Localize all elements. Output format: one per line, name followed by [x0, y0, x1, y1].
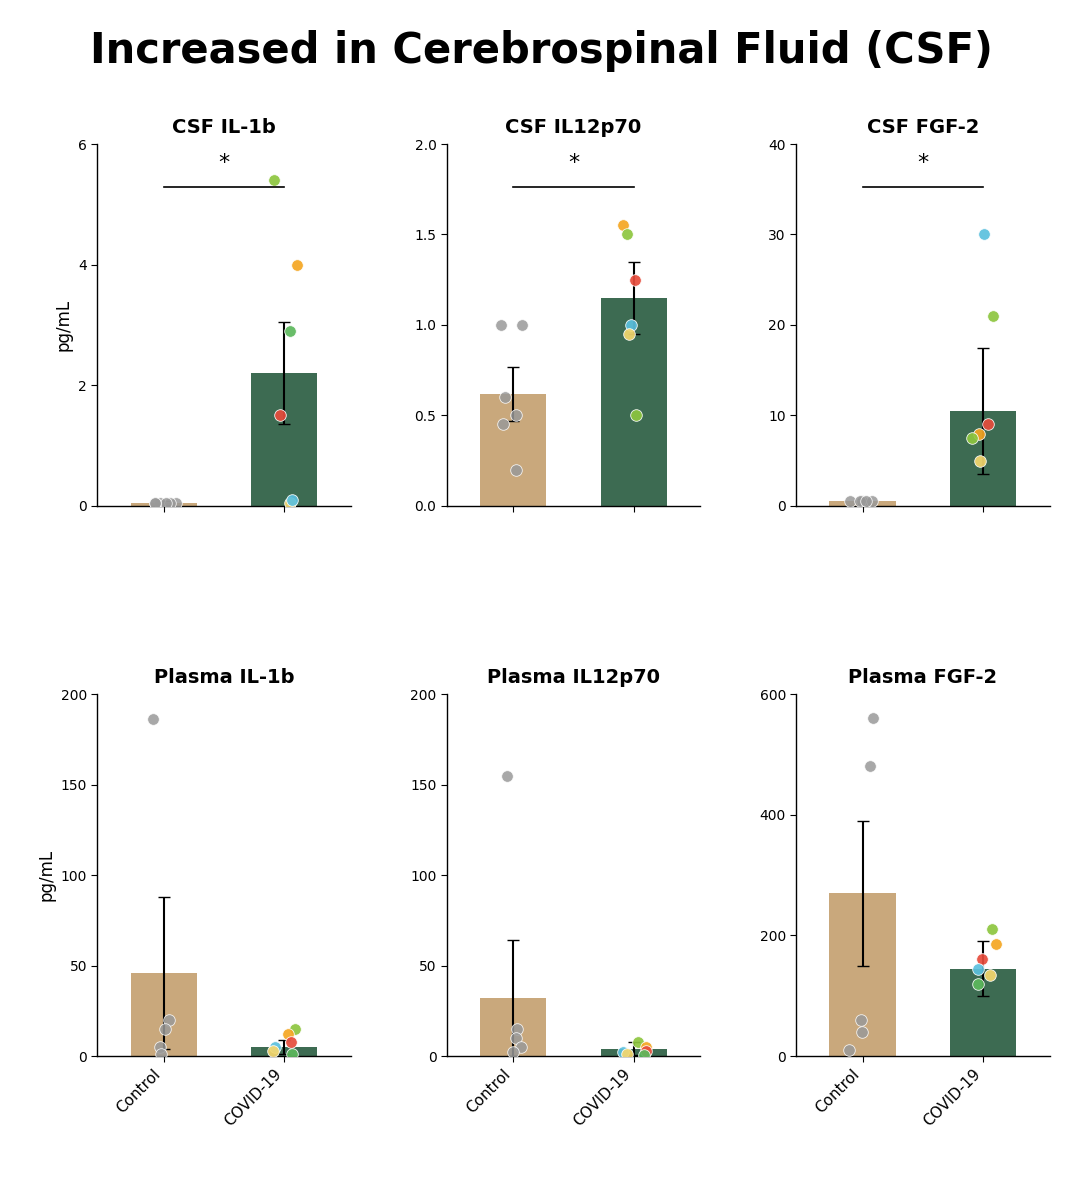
Point — [635, 1045, 652, 1064]
Point — [976, 224, 993, 244]
Text: Increased in Cerebrospinal Fluid (CSF): Increased in Cerebrospinal Fluid (CSF) — [90, 30, 992, 72]
Point — [279, 1025, 296, 1044]
Point — [620, 324, 637, 343]
Point — [963, 428, 980, 448]
Title: Plasma IL12p70: Plasma IL12p70 — [487, 668, 660, 686]
Y-axis label: pg/mL: pg/mL — [54, 299, 72, 352]
Bar — [480, 998, 546, 1056]
Point — [852, 492, 869, 511]
Point — [626, 270, 644, 289]
Point — [281, 493, 299, 512]
Point — [863, 492, 881, 511]
Point — [626, 406, 644, 425]
Point — [985, 306, 1002, 325]
Point — [145, 710, 162, 730]
Point — [981, 965, 999, 984]
Point — [282, 1032, 300, 1051]
Point — [615, 216, 632, 235]
Point — [637, 1040, 655, 1060]
Point — [507, 460, 525, 479]
Point — [972, 451, 989, 470]
Title: Plasma FGF-2: Plasma FGF-2 — [848, 668, 998, 686]
Point — [509, 1019, 526, 1038]
Point — [167, 493, 184, 512]
Bar — [131, 973, 197, 1056]
Point — [969, 974, 987, 994]
Point — [497, 388, 514, 407]
Point — [865, 709, 882, 728]
Title: Plasma IL-1b: Plasma IL-1b — [154, 668, 294, 686]
Point — [968, 959, 986, 978]
Point — [499, 766, 516, 785]
Bar — [601, 1049, 667, 1056]
Point — [504, 1043, 522, 1062]
Point — [854, 492, 871, 511]
Point — [861, 757, 879, 776]
Bar — [251, 1046, 317, 1056]
Point — [630, 1032, 647, 1051]
Point — [161, 493, 179, 512]
Point — [971, 424, 988, 443]
Bar — [830, 502, 896, 506]
Bar — [251, 373, 317, 506]
Title: CSF FGF-2: CSF FGF-2 — [867, 118, 979, 137]
Text: *: * — [219, 152, 229, 173]
Point — [160, 1010, 177, 1030]
Point — [984, 919, 1001, 938]
Title: CSF IL-1b: CSF IL-1b — [172, 118, 276, 137]
Point — [151, 1037, 169, 1056]
Point — [146, 493, 163, 512]
Bar — [601, 298, 667, 506]
Point — [512, 1037, 529, 1056]
Point — [266, 1037, 283, 1056]
Point — [493, 415, 511, 434]
Point — [979, 415, 997, 434]
Point — [842, 492, 859, 511]
Point — [492, 316, 510, 335]
Point — [973, 950, 990, 970]
Point — [854, 1022, 871, 1042]
Point — [987, 935, 1004, 954]
Point — [146, 493, 163, 512]
Point — [513, 316, 530, 335]
Title: CSF IL12p70: CSF IL12p70 — [505, 118, 642, 137]
Point — [507, 1028, 525, 1048]
Point — [265, 1040, 282, 1060]
Point — [283, 1044, 301, 1063]
Text: *: * — [918, 152, 928, 173]
Point — [637, 1037, 655, 1056]
Point — [151, 493, 169, 512]
Point — [287, 1019, 304, 1038]
Bar — [950, 968, 1016, 1056]
Y-axis label: pg/mL: pg/mL — [37, 848, 55, 901]
Point — [153, 1044, 170, 1063]
Point — [623, 316, 641, 335]
Point — [841, 1040, 858, 1060]
Point — [265, 170, 282, 190]
Point — [852, 1010, 869, 1030]
Point — [158, 493, 175, 512]
Point — [156, 1019, 173, 1038]
Point — [857, 492, 874, 511]
Point — [507, 406, 525, 425]
Point — [615, 1043, 632, 1062]
Bar — [950, 410, 1016, 506]
Bar — [131, 503, 197, 506]
Text: *: * — [568, 152, 579, 173]
Point — [618, 1044, 635, 1063]
Point — [272, 406, 289, 425]
Point — [283, 491, 301, 510]
Point — [281, 322, 299, 341]
Bar — [480, 394, 546, 506]
Point — [288, 256, 305, 275]
Bar — [830, 893, 896, 1056]
Point — [618, 224, 635, 244]
